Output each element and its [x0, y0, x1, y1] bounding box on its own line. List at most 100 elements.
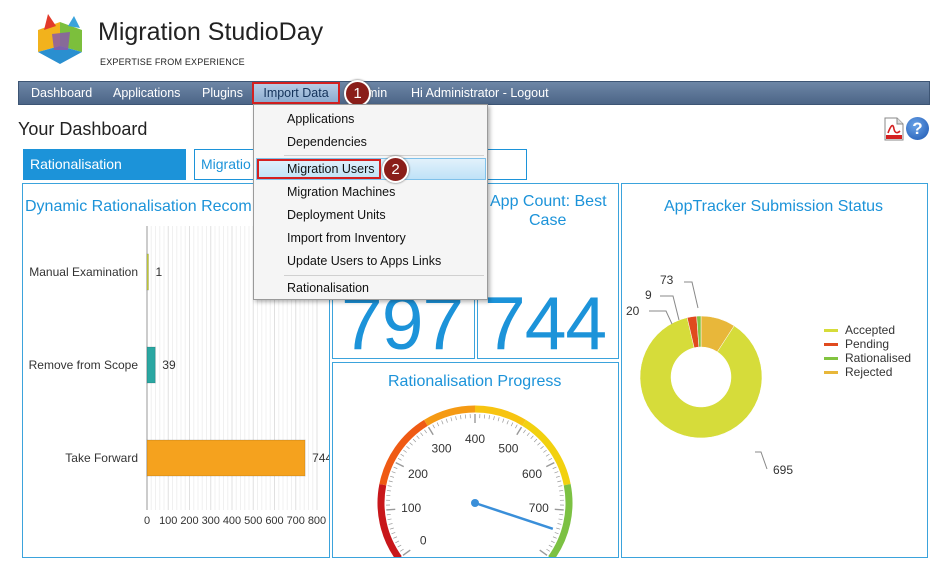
legend-swatch — [824, 343, 838, 346]
gauge-tick — [455, 416, 457, 421]
gauge-tick — [523, 429, 526, 434]
main-navbar: Dashboard Applications Plugins Import Da… — [18, 81, 930, 105]
import-data-dropdown: Applications Dependencies Migration User… — [253, 104, 488, 300]
gauge-band — [548, 483, 573, 557]
gauge-band — [424, 405, 476, 426]
gauge-tick — [554, 471, 559, 474]
bar — [146, 439, 306, 477]
gauge-tick — [548, 457, 553, 461]
gauge-tick — [545, 461, 555, 468]
gauge-tick — [506, 420, 509, 425]
x-tick-label: 300 — [202, 515, 220, 527]
x-tick-label: 100 — [159, 515, 177, 527]
gauge-tick-label: 400 — [465, 432, 485, 446]
x-tick-label: 700 — [287, 515, 305, 527]
gauge-tick — [386, 490, 391, 492]
menu-item-import-inventory[interactable]: Import from Inventory — [287, 231, 406, 245]
gauge-tick — [393, 466, 398, 469]
gauge-tick — [388, 523, 393, 525]
gauge-tick-label: 500 — [498, 441, 518, 455]
gauge-tick — [387, 485, 392, 487]
gauge-tick-label: 300 — [432, 441, 452, 455]
donut-data-label: 73 — [660, 273, 674, 287]
data-label: 39 — [162, 358, 176, 372]
legend-label: Rationalised — [845, 351, 911, 365]
menu-hover-highlight — [256, 158, 486, 180]
nav-dashboard[interactable]: Dashboard — [31, 86, 93, 100]
legend-label: Rejected — [845, 365, 892, 379]
menu-item-dependencies[interactable]: Dependencies — [287, 135, 367, 149]
nav-applications[interactable]: Applications — [113, 86, 181, 100]
app-logo — [38, 14, 82, 64]
gauge-tick — [409, 442, 413, 446]
category-label: Manual Examination — [29, 265, 138, 279]
legend-label: Pending — [845, 337, 889, 351]
gauge-tick — [406, 445, 410, 450]
gauge-tick — [545, 453, 550, 457]
callout-step-1: 1 — [344, 80, 371, 107]
nav-logout[interactable]: Hi Administrator - Logout — [411, 86, 549, 100]
gauge-band — [377, 483, 402, 557]
legend-label: Accepted — [845, 323, 895, 337]
donut-leader-line — [755, 451, 768, 470]
menu-item-migration-machines[interactable]: Migration Machines — [287, 185, 396, 199]
gauge-tick — [397, 457, 402, 461]
data-label: 1 — [156, 265, 163, 279]
gauge-tick — [400, 453, 405, 457]
gauge-tick-label: 0 — [420, 534, 427, 548]
gauge-tick — [460, 415, 462, 420]
category-label: Remove from Scope — [29, 358, 139, 372]
gauge-band — [522, 419, 571, 486]
gauge-tick — [516, 426, 523, 436]
apptracker-donut-chart: 695 20 9 73 AcceptedPendingRationalisedRejec… — [626, 273, 911, 477]
pdf-export-icon[interactable] — [884, 117, 904, 141]
x-tick-label: 200 — [180, 515, 198, 527]
gauge-tick — [515, 424, 518, 429]
gauge-tick — [416, 435, 420, 440]
gauge-tick — [391, 532, 396, 535]
x-tick-label: 600 — [265, 515, 283, 527]
gauge-tick — [548, 544, 553, 548]
x-tick-label: 500 — [244, 515, 262, 527]
gauge-tick — [387, 518, 392, 521]
gauge-tick — [550, 540, 555, 544]
gauge-tick — [510, 422, 514, 427]
nav-admin[interactable]: min — [367, 86, 388, 100]
menu-item-rationalisation[interactable]: Rationalisation — [287, 281, 369, 295]
gauge-tick — [543, 449, 547, 453]
gauge-tick — [397, 544, 402, 548]
gauge-tick — [445, 418, 448, 423]
nav-import-data[interactable]: Import Data — [252, 82, 340, 104]
menu-item-deployment-units[interactable]: Deployment Units — [287, 208, 386, 222]
gauge-tick — [420, 432, 424, 437]
gauge-tick — [552, 536, 557, 539]
menu-item-applications[interactable]: Applications — [287, 112, 355, 126]
donut-data-label: 9 — [645, 288, 652, 302]
menu-item-migration-users[interactable]: Migration Users — [287, 162, 375, 176]
legend-swatch — [824, 357, 838, 360]
nav-plugins[interactable]: Plugins — [202, 86, 243, 100]
gauge-tick — [432, 424, 435, 429]
gauge-tick — [558, 485, 563, 487]
gauge-tick — [530, 435, 534, 440]
gauge-tick — [389, 527, 394, 530]
donut-data-label: 695 — [773, 463, 793, 477]
menu-item-update-users-apps[interactable]: Update Users to Apps Links — [287, 254, 442, 268]
gauge-tick — [403, 449, 407, 453]
gauge-tick — [441, 420, 444, 425]
gauge-tick — [450, 417, 453, 422]
gauge-tick — [400, 548, 404, 552]
gauge-tick — [554, 508, 564, 511]
gauge-tick — [497, 417, 500, 422]
appcount-title-line1: App Count: Best — [490, 193, 607, 210]
gauge-tick — [558, 518, 563, 521]
gauge-tick — [557, 523, 562, 525]
rationalisation-bar-chart: 0 100 200 300 400 500 600 700 800 Manual Examina… — [29, 226, 329, 527]
help-icon[interactable]: ? — [906, 117, 929, 140]
gauge-tick-label: 600 — [522, 467, 542, 481]
category-label: Take Forward — [65, 451, 138, 465]
menu-separator — [284, 155, 484, 156]
gauge-tick — [391, 471, 396, 474]
gauge-tick — [386, 513, 391, 516]
tab-rationalisation[interactable]: Rationalisation — [23, 149, 186, 180]
